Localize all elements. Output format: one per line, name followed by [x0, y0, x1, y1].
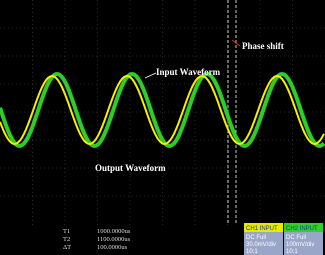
cursor-name: T1 [63, 228, 70, 235]
cursor-value: 100.0000us [97, 244, 128, 251]
channel-name: CH2 INPUT [286, 226, 318, 232]
cursor-name: ΔT [63, 244, 71, 251]
channel-probe: 10:1 [246, 249, 258, 255]
oscilloscope-screen: Phase shift Input Waveform Output Wavefo… [0, 0, 325, 255]
channel-name: CH1 INPUT [246, 226, 278, 232]
output-label: Output Waveform [95, 163, 166, 173]
channel-scale: 30.0mV/div [246, 242, 276, 248]
phase-shift-label: Phase shift [242, 41, 284, 51]
input-label: Input Waveform [156, 67, 221, 77]
channel-coupling: DC Full [286, 235, 306, 241]
channel-scale: 100mV/div [286, 242, 314, 248]
cursor-value: 1100.0000us [97, 236, 131, 243]
cursor-value: 1000.0000us [97, 228, 131, 235]
cursor-name: T2 [63, 236, 70, 243]
channel-coupling: DC Full [246, 235, 266, 241]
channel-probe: 10:1 [286, 249, 298, 255]
